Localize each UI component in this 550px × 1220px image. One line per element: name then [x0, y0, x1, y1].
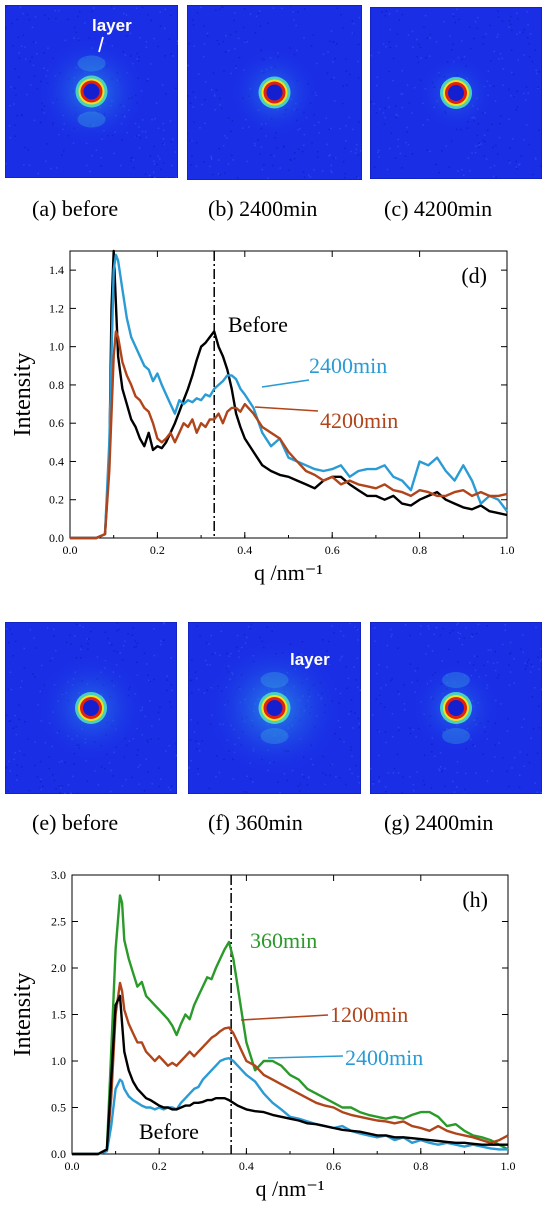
series-label: 2400min — [345, 1045, 423, 1070]
scattering-image-f — [188, 622, 361, 794]
series-label: Before — [228, 312, 288, 337]
series-label: 1200min — [330, 1002, 408, 1027]
y-tick-label: 1.0 — [49, 340, 64, 354]
series-label: 2400min — [309, 353, 387, 378]
y-tick-label: 2.5 — [51, 915, 66, 929]
y-tick-label: 1.5 — [51, 1008, 66, 1022]
beamstop — [266, 700, 283, 716]
label-leader-line — [267, 1055, 344, 1059]
x-tick-label: 0.4 — [239, 1159, 254, 1173]
y-tick-label: 3.0 — [51, 868, 66, 882]
y-tick-label: 1.2 — [49, 301, 64, 315]
layer-reflection-upper — [260, 672, 289, 688]
caption-f: (f) 360min — [208, 810, 303, 835]
x-axis-label: q /nm⁻¹ — [254, 560, 323, 585]
layer-reflection-lower — [260, 728, 289, 744]
x-tick-label: 1.0 — [500, 543, 515, 557]
caption-b: (b) 2400min — [208, 196, 318, 221]
y-tick-label: 0.0 — [49, 531, 64, 545]
layer-annotation-bottom: layer — [290, 650, 330, 669]
x-tick-label: 0.4 — [237, 543, 252, 557]
layer-reflection-upper — [442, 672, 470, 688]
beamstop — [448, 700, 464, 716]
scattering-image-g — [370, 622, 542, 794]
series-label: Before — [139, 1119, 199, 1144]
series-line-1200min — [72, 981, 509, 1156]
series-line-before — [72, 994, 508, 1156]
y-tick-label: 2.0 — [51, 961, 66, 975]
series-label: 360min — [250, 928, 317, 953]
y-tick-label: 1.0 — [51, 1054, 66, 1068]
x-tick-label: 1.0 — [501, 1159, 516, 1173]
series-line-2400min — [70, 253, 508, 540]
beamstop — [448, 85, 464, 101]
series-label: 4200min — [320, 408, 398, 433]
layer-annotation-top: layer — [92, 16, 132, 35]
series-line-before — [70, 249, 508, 540]
panel-label: (d) — [461, 263, 487, 288]
layer-reflection-upper — [77, 55, 106, 72]
scattering-image-c — [370, 7, 542, 179]
caption-g: (g) 2400min — [384, 810, 494, 835]
beamstop — [83, 83, 100, 100]
x-tick-label: 0.6 — [326, 1159, 341, 1173]
series-line-2400min — [72, 1057, 508, 1156]
label-leader-line — [254, 406, 319, 412]
y-tick-label: 0.8 — [49, 378, 64, 392]
caption-e: (e) before — [32, 810, 119, 835]
y-tick-label: 0.0 — [51, 1147, 66, 1161]
series-line-4200min — [70, 330, 508, 540]
caption-c: (c) 4200min — [384, 196, 493, 221]
y-tick-label: 0.6 — [49, 416, 64, 430]
x-tick-label: 0.6 — [325, 543, 340, 557]
x-tick-label: 0.8 — [412, 543, 427, 557]
y-axis-label: Intensity — [10, 973, 36, 1057]
chart-h: 0.0 0.2 0.4 0.6 0.8 1.0 0.0 0.5 1.0 1.5 2.0 2.5 3.0 q… — [10, 868, 516, 1201]
label-leader-line — [261, 379, 310, 388]
layer-reflection-lower — [442, 728, 470, 744]
x-tick-label: 0.2 — [152, 1159, 167, 1173]
x-tick-label: 0.8 — [413, 1159, 428, 1173]
chart-d: 0.0 0.2 0.4 0.6 0.8 1.0 0.0 0.2 0.4 0.6 0.8 1.0 1.2 1… — [10, 249, 515, 585]
caption-a: (a) before — [32, 196, 119, 221]
x-tick-label: 0.0 — [63, 543, 78, 557]
x-axis-label: q /nm⁻¹ — [256, 1176, 325, 1201]
scattering-image-b — [187, 5, 362, 180]
y-tick-label: 0.2 — [49, 493, 64, 507]
plot-frame — [71, 874, 509, 1155]
x-tick-label: 0.0 — [65, 1159, 80, 1173]
y-tick-label: 0.4 — [49, 454, 64, 468]
layer-reflection-lower — [77, 111, 106, 128]
x-tick-label: 0.2 — [150, 543, 165, 557]
series-line-360min — [72, 894, 509, 1156]
y-tick-label: 1.4 — [49, 263, 64, 277]
beamstop — [266, 84, 283, 101]
y-axis-label: Intensity — [10, 353, 36, 437]
label-leader-line — [240, 1014, 329, 1021]
beamstop — [83, 700, 99, 716]
panel-label: (h) — [462, 887, 488, 912]
scattering-image-e — [5, 622, 177, 794]
y-tick-label: 0.5 — [51, 1101, 66, 1115]
scattering-image-a — [5, 5, 178, 178]
